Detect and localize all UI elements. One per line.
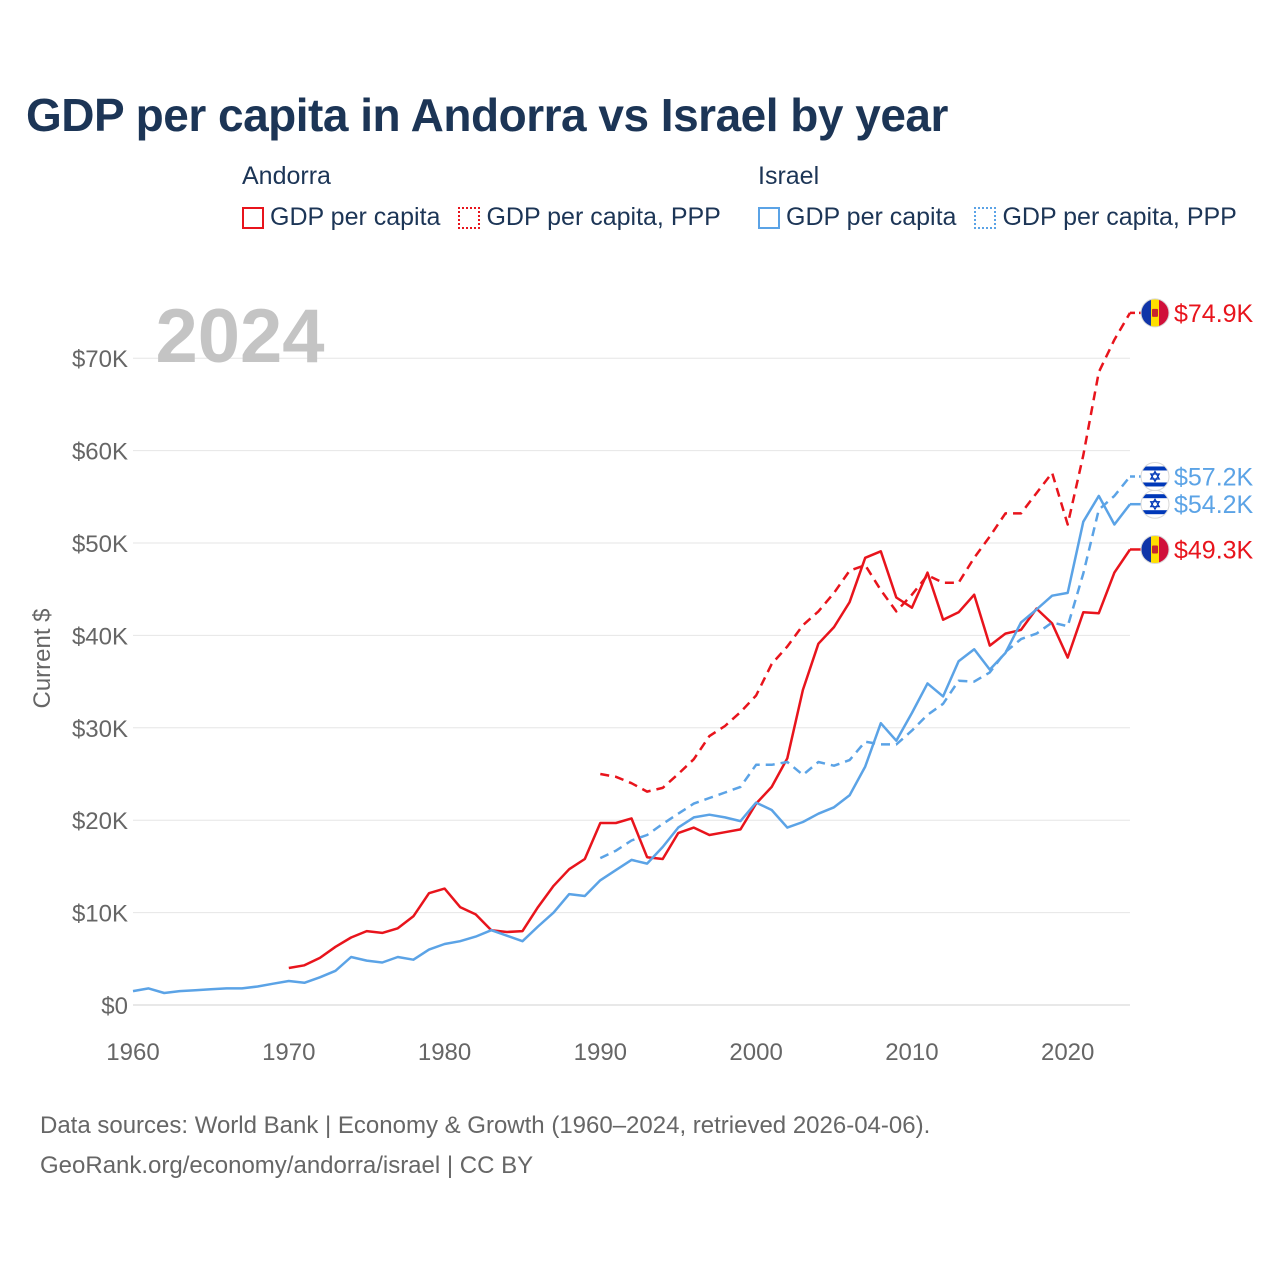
y-tick-label: $0 — [101, 993, 128, 1020]
grid-layer — [133, 357, 1130, 1006]
andorra-flag-icon — [1140, 298, 1170, 328]
legend-item-andorra-ppp[interactable]: GDP per capita, PPP — [458, 203, 721, 232]
footer-sources: Data sources: World Bank | Economy & Gro… — [40, 1112, 931, 1139]
footer-credit: GeoRank.org/economy/andorra/israel | CC … — [40, 1152, 534, 1179]
y-tick-label: $50K — [72, 531, 128, 558]
end-value-label: $74.9K — [1174, 300, 1254, 328]
legend-swatch-dotted-icon — [458, 206, 481, 229]
x-tick-label: 2010 — [885, 1039, 938, 1066]
legend-item-andorra-gdp[interactable]: GDP per capita — [242, 203, 440, 232]
end-value-label: $54.2K — [1174, 491, 1254, 519]
x-tick-label: 1970 — [262, 1039, 315, 1066]
legend-item-israel-ppp[interactable]: GDP per capita, PPP — [974, 203, 1237, 232]
series-line-israel-dashed[interactable] — [599, 475, 1131, 860]
legend-group-israel: Israel GDP per capita GDP per capita, PP… — [758, 162, 1255, 232]
legend-item-label: GDP per capita — [270, 203, 441, 231]
x-tick-label: 2000 — [729, 1039, 782, 1066]
y-tick-label: $70K — [72, 346, 128, 373]
legend-group-title: Andorra — [242, 162, 331, 190]
series-layer — [132, 312, 1132, 995]
footer: Data sources: World Bank | Economy & Gro… — [40, 1106, 930, 1186]
chart-title: GDP per capita in Andorra vs Israel by y… — [26, 89, 948, 141]
axis-layer: $0 $10K $20K $30K $40K $50K $60K $70K 1960 1970 19… — [29, 346, 1130, 1066]
series-line-andorra-dashed[interactable] — [600, 312, 1132, 793]
israel-flag-icon — [1140, 489, 1170, 519]
legend-group-title: Israel — [758, 162, 820, 190]
x-tick-label: 2020 — [1041, 1039, 1094, 1066]
y-tick-label: $10K — [72, 901, 128, 928]
legend-swatch-solid-icon — [758, 206, 780, 229]
legend-group-andorra: Andorra GDP per capita GDP per capita, P… — [242, 162, 739, 232]
x-tick-label: 1990 — [574, 1039, 627, 1066]
y-tick-label: $20K — [72, 808, 128, 835]
andorra-flag-icon — [1140, 534, 1170, 564]
end-label-layer: $49.3K $74.9K $54.2K$57.2K — [1130, 298, 1254, 564]
legend-swatch-dotted-icon — [974, 206, 997, 229]
end-value-label: $49.3K — [1174, 536, 1254, 564]
legend-swatch-solid-icon — [242, 206, 264, 229]
legend-item-israel-gdp[interactable]: GDP per capita — [758, 203, 956, 232]
y-tick-label: $60K — [72, 439, 128, 466]
legend-item-label: GDP per capita, PPP — [1002, 203, 1237, 231]
x-tick-label: 1960 — [106, 1039, 159, 1066]
y-tick-label: $30K — [72, 716, 128, 743]
series-line-andorra-solid[interactable] — [288, 548, 1132, 970]
israel-flag-icon — [1140, 461, 1170, 491]
end-value-label: $57.2K — [1174, 463, 1254, 491]
x-tick-label: 1980 — [418, 1039, 471, 1066]
legend-item-label: GDP per capita — [786, 203, 957, 231]
legend-item-label: GDP per capita, PPP — [486, 203, 721, 231]
series-line-israel-solid[interactable] — [132, 494, 1131, 995]
year-watermark: 2024 — [155, 294, 324, 379]
line-chart: 2024 $0 $10K $20K $30K $40K $50K $60K $70K 1960 1… — [29, 294, 1254, 1066]
y-axis-label: Current $ — [29, 608, 56, 708]
y-tick-label: $40K — [72, 623, 128, 650]
